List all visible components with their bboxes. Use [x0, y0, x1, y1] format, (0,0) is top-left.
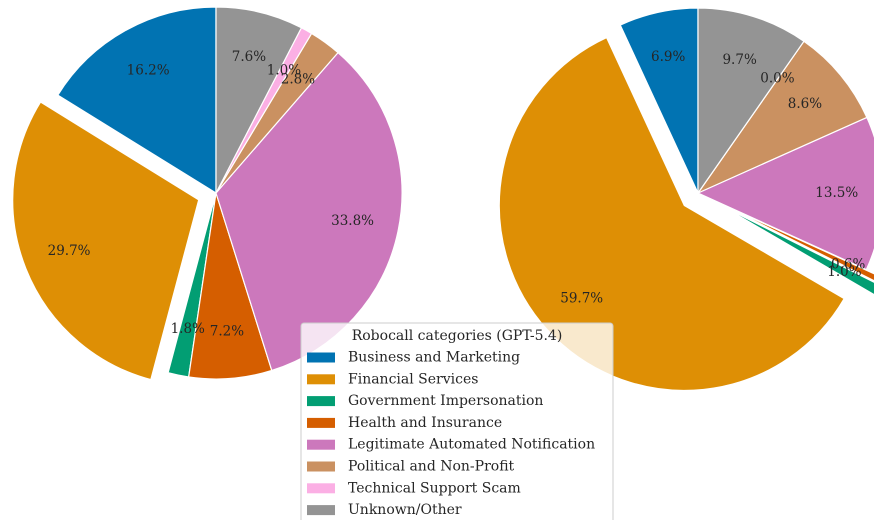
- slice-label: 2.8%: [281, 72, 315, 88]
- legend-frame: [300, 322, 614, 520]
- legend-title: Robocall categories (GPT-5.4): [352, 328, 563, 344]
- pie-slice: [215, 6, 303, 194]
- slice-label: 9.7%: [722, 52, 756, 68]
- slice-label: 7.2%: [210, 324, 244, 340]
- pie-slice: [12, 101, 200, 381]
- slice-label: 16.2%: [127, 63, 170, 79]
- legend-swatch: [307, 483, 335, 494]
- legend-label: Business and Marketing: [348, 350, 520, 366]
- legend-swatch: [307, 396, 335, 407]
- slice-label: 1.0%: [267, 63, 301, 79]
- legend-swatch: [307, 505, 335, 516]
- legend-swatch: [307, 439, 335, 450]
- slice-label: 7.6%: [232, 49, 266, 65]
- legend-label: Health and Insurance: [348, 415, 502, 431]
- pies: 16.2%29.7%1.8% 7.2%33.8%2.8%1.0%7.6% 6.9%5…: [12, 6, 874, 392]
- slice-label: 0.6%: [831, 256, 865, 272]
- legend-label: Technical Support Scam: [348, 480, 521, 496]
- pie-slice: [57, 6, 217, 194]
- pie-slice: [697, 7, 805, 194]
- legend-swatch: [307, 374, 335, 385]
- legend-label: Financial Services: [348, 371, 478, 387]
- slice-label: 1.8%: [171, 321, 205, 337]
- legend-label: Political and Non-Profit: [348, 459, 515, 475]
- legend-swatch: [307, 461, 335, 472]
- legend-label: Government Impersonation: [348, 393, 543, 409]
- legend-label: Unknown/Other: [348, 502, 462, 518]
- slice-label: 1.0%: [827, 264, 861, 280]
- pie-slice: [697, 40, 868, 194]
- slice-label: 13.5%: [815, 185, 858, 201]
- legend: Robocall categories (GPT-5.4) Business a…: [300, 322, 614, 520]
- pie-slice: [697, 116, 874, 271]
- slice-label: 8.6%: [788, 96, 822, 112]
- slice-label: 33.8%: [331, 213, 374, 229]
- slice-label: 6.9%: [651, 49, 685, 65]
- legend-swatch: [307, 417, 335, 428]
- legend-label: Legitimate Automated Notification: [348, 437, 595, 453]
- legend-swatch: [307, 352, 335, 363]
- slice-label: 0.0%: [760, 71, 794, 87]
- slice-label: 59.7%: [560, 290, 603, 306]
- slice-label: 29.7%: [48, 243, 91, 259]
